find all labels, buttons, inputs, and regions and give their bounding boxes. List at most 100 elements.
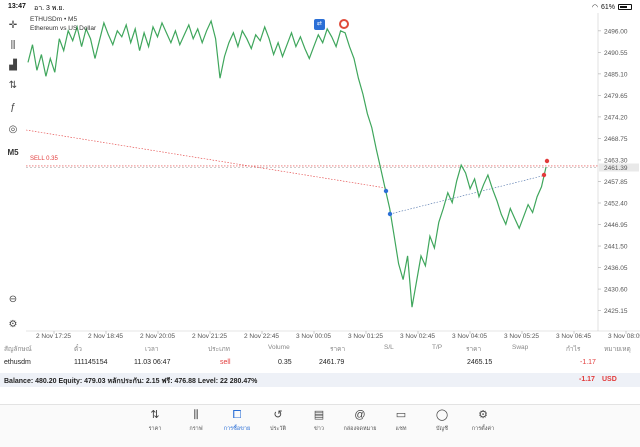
row-symbol: ethusdm [4,359,31,366]
column-header: Volume [268,344,290,351]
current-price-label: 2461.39 [604,165,628,172]
y-tick-label: 2496.00 [604,28,628,35]
balance-currency: USD [602,376,617,383]
tab-label: ประวัติ [269,426,287,432]
trade-entry-marker [383,188,389,194]
column-header: Swap [512,344,529,351]
tab-history[interactable]: ↺ ประวัติ [261,409,295,433]
tab-accounts[interactable]: ◯ บัญชี [425,409,459,433]
trade-exit-marker [541,172,547,178]
x-tick-label: 3 Nov 00:05 [296,333,331,340]
crosshair-icon[interactable]: ✛ [8,20,18,31]
chart-badges: ⇄ [314,19,349,30]
balance-bar: Balance: 480.20 Equity: 479.03 หลักประกั… [0,373,640,387]
tab-trade-icon: ⧠ [232,409,242,421]
trade-entry-marker [387,211,393,217]
status-time: 13:47 [8,3,26,10]
tab-label: กล่องจดหมาย [343,426,377,432]
bottom-tab-bar: ⇅ ราคา ⫼ กราฟ ⧠ การซื้อขาย ↺ ประวัติ ▤ ข่าว @ กล่อง… [0,404,640,447]
balance-summary: Balance: 480.20 Equity: 479.03 หลักประกั… [4,378,258,385]
zoom-icon[interactable]: ⊖ [8,294,18,305]
tab-accounts-icon: ◯ [435,409,449,421]
current-price-tag [599,163,639,172]
timeframe-button[interactable]: M5 [7,148,19,157]
tab-history-icon: ↺ [273,409,283,421]
balance-total: -1.17 [579,376,595,383]
price-chart[interactable]: 2496.00 2490.55 2485.10 2479.65 2474.20 2468.… [26,13,640,340]
x-tick-label: 3 Nov 04:05 [452,333,487,340]
table-row[interactable]: ethusdm 111145154 11.03 06:47 sell 0.35 … [0,356,640,370]
row-time: 11.03 06:47 [134,359,171,366]
chart-toolbar: ✛ ⫼ ▟ ⇅ ƒ ◎ M5 ⊖ ⚙ [0,13,26,333]
status-date: อา. 3 พ.ย. [34,5,65,12]
tab-mailbox-icon: @ [354,409,366,421]
row-profit: -1.17 [580,359,596,366]
x-tick-label: 2 Nov 18:45 [88,333,123,340]
x-tick-label: 3 Nov 01:25 [348,333,383,340]
tab-news[interactable]: ▤ ข่าว [302,409,336,433]
column-header: หมายเหตุ [604,346,631,353]
wifi-icon: ◠ [591,4,598,11]
tab-mailbox[interactable]: @ กล่องจดหมาย [343,409,377,433]
trade-history-line [26,129,387,189]
chart-area[interactable]: 2496.00 2490.55 2485.10 2479.65 2474.20 2468.… [26,13,640,340]
tab-label: ราคา [148,426,162,432]
y-tick-label: 2457.85 [604,179,628,186]
chart-description: Ethereum vs US Dollar [30,25,97,32]
x-tick-label: 2 Nov 22:45 [244,333,279,340]
tab-settings-icon: ⚙ [478,409,488,421]
shapes-icon[interactable]: ◎ [8,124,18,135]
chart-settings-icon[interactable]: ⚙ [8,319,18,330]
y-tick-label: 2441.50 [604,244,628,251]
chart-title: ETHUSDm • M5 Ethereum vs US Dollar [30,15,96,33]
row-open-price: 2461.79 [319,359,345,366]
tab-label: การตั้งค่า [471,426,495,432]
tab-settings[interactable]: ⚙ การตั้งค่า [466,409,500,433]
y-tick-label: 2463.30 [604,157,628,164]
chart-symbol: ETHUSDm • M5 [30,16,78,23]
battery-percent: 61% [600,3,615,11]
tab-quotes[interactable]: ⇅ ราคา [138,409,172,433]
x-tick-label: 3 Nov 08:05 [608,333,640,340]
tab-charts[interactable]: ⫼ กราฟ [179,409,213,433]
candles-icon[interactable]: ⫼ [10,40,16,51]
tab-charts-icon: ⫼ [193,409,199,421]
tab-trade[interactable]: ⧠ การซื้อขาย [220,409,254,433]
tab-label: ข่าว [314,426,324,432]
x-tick-label: 3 Nov 02:45 [400,333,435,340]
y-tick-label: 2490.55 [604,50,628,57]
row-current-price: 2465.15 [467,359,493,366]
column-header: ราคา [330,346,346,353]
column-header: เวลา [145,346,159,353]
status-right: ◠ 61% [592,3,632,11]
row-volume: 0.35 [278,359,292,366]
row-ticket: 111145154 [74,359,108,366]
positions-table-header: สัญลักษณ์ ตั๋ว เวลา ประเภท Volume ราคา S/L T/P ร… [0,341,640,355]
trade-exit-marker [544,158,550,164]
tab-label: บัญชี [436,426,448,432]
one-click-trading-icon[interactable]: ⇄ [314,19,325,30]
bar-chart-icon[interactable]: ▟ [9,60,17,71]
column-header: ประเภท [208,346,230,353]
y-tick-label: 2430.60 [604,287,628,294]
sliders-icon[interactable]: ⇅ [8,80,18,91]
y-tick-label: 2452.40 [604,200,628,207]
tab-label: แชท [395,426,407,432]
y-tick-label: 2436.05 [604,265,628,272]
battery-icon [618,4,632,10]
y-tick-label: 2474.20 [604,114,628,121]
y-tick-label: 2425.15 [604,308,628,315]
tab-label: กราฟ [189,426,203,432]
signal-icon[interactable] [339,19,349,29]
column-header: ราคา [466,346,482,353]
tab-chat[interactable]: ▭ แชท [384,409,418,433]
y-tick-label: 2479.65 [604,93,628,100]
x-tick-label: 2 Nov 21:25 [192,333,227,340]
column-header: S/L [384,344,394,351]
x-tick-label: 2 Nov 17:25 [36,333,71,340]
tab-quotes-icon: ⇅ [150,409,160,421]
tab-news-icon: ▤ [313,409,325,421]
y-tick-label: 2446.95 [604,222,628,229]
x-tick-label: 2 Nov 20:05 [140,333,175,340]
function-icon[interactable]: ƒ [10,102,16,113]
